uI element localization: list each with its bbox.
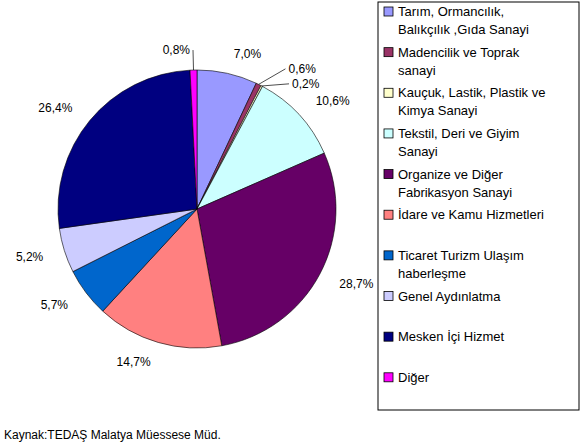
legend-label: Madencilik ve Topraksanayi: [398, 45, 520, 78]
chart: 7,0% 0,6%0,2% 10,6% 28,7% 14,7% 5,7% 5,2% 26,4%…: [0, 0, 585, 446]
legend-swatch: [384, 170, 393, 179]
legend-label: Genel Aydınlatma: [398, 289, 501, 304]
data-label: 26,4%: [38, 101, 72, 115]
data-label: 5,7%: [41, 298, 69, 312]
leader-line: [262, 84, 289, 86]
legend-label: Diğer: [398, 370, 430, 385]
data-label: 0,8%: [163, 43, 191, 57]
data-label: 10,6%: [316, 94, 350, 108]
legend-swatch: [384, 7, 393, 16]
data-label: 0,6%: [288, 62, 316, 76]
data-label: 28,7%: [339, 277, 373, 291]
legend-swatch: [384, 210, 393, 219]
background: [0, 0, 585, 446]
legend-swatch: [384, 292, 393, 301]
legend-swatch: [384, 251, 393, 260]
pie-slice: [190, 70, 197, 209]
legend-label: Organize ve DiğerFabrikasyon Sanayi: [398, 167, 512, 200]
legend-swatch: [384, 48, 393, 57]
legend: Tarım, Ormancılık,Balıkçılık ,Gıda Sanay…: [378, 2, 579, 410]
source-note: Kaynak:TEDAŞ Malatya Müessese Müd.: [4, 428, 221, 442]
legend-swatch: [384, 129, 393, 138]
slices: [58, 70, 336, 348]
legend-label: Ticaret Turizm Ulaşımhaberleşme: [398, 248, 524, 281]
pie-slice: [58, 70, 197, 228]
legend-label: Kauçuk, Lastik, Plastik veKimya Sanayi: [398, 85, 545, 118]
data-label: 0,2%: [292, 77, 320, 91]
legend-swatch: [384, 332, 393, 341]
legend-swatch: [384, 373, 393, 382]
legend-label: Tekstil, Deri ve GiyimSanayi: [398, 126, 519, 159]
data-labels: 7,0% 0,6%0,2% 10,6% 28,7% 14,7% 5,7% 5,2% 26,4%…: [16, 43, 374, 369]
legend-swatch: [384, 88, 393, 97]
pie-slice: [197, 153, 336, 346]
data-label: 7,0%: [234, 47, 262, 61]
legend-label: Tarım, Ormancılık,Balıkçılık ,Gıda Sanay…: [398, 4, 529, 37]
data-label: 14,7%: [117, 355, 151, 369]
leader-line: [259, 69, 286, 85]
leader-line: [193, 50, 195, 70]
legend-label: Mesken İçi Hizmet: [398, 329, 505, 344]
data-label: 5,2%: [16, 250, 44, 264]
legend-frame: [378, 2, 579, 410]
legend-label: İdare ve Kamu Hizmetleri: [398, 207, 544, 222]
